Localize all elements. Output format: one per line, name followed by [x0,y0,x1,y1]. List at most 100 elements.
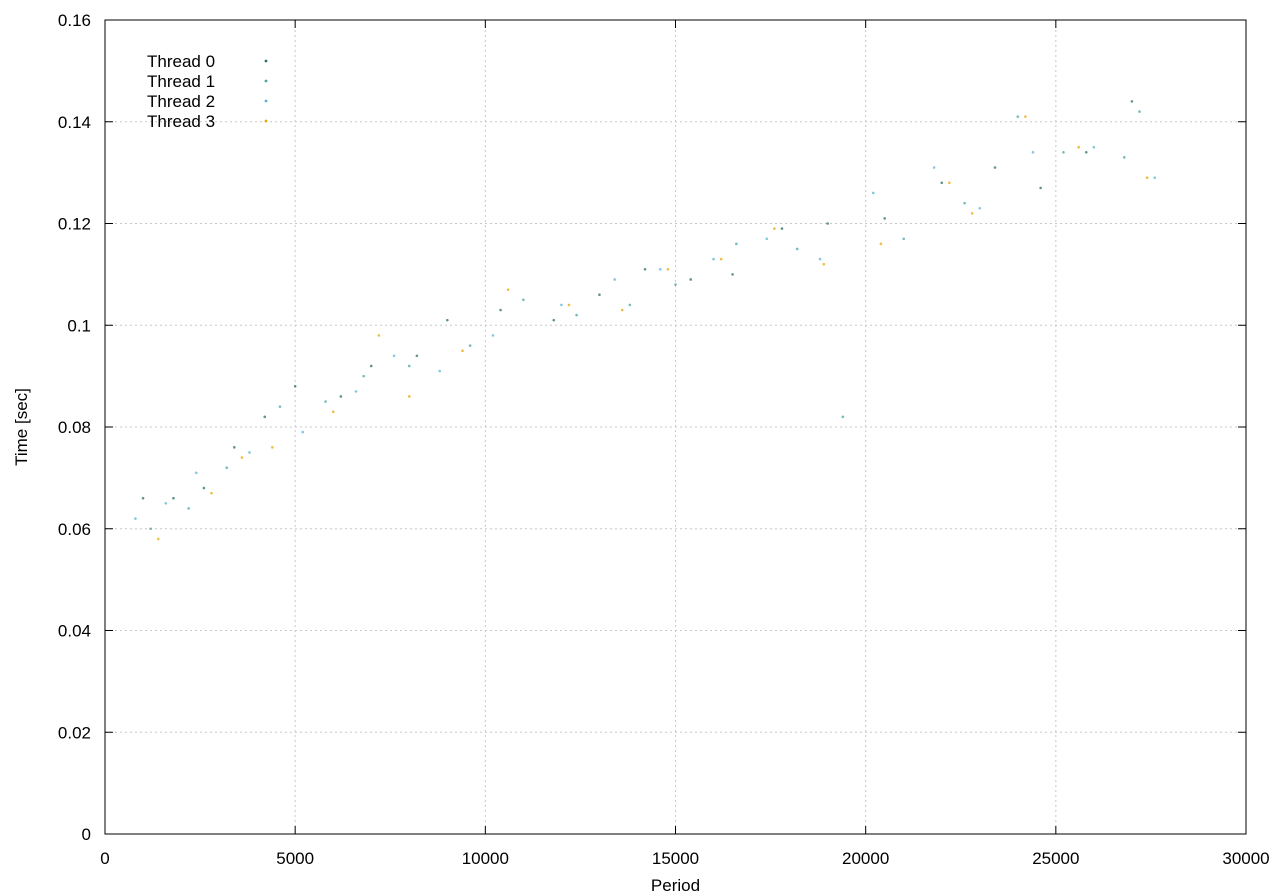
data-point-thread-3 [1077,145,1080,149]
data-point-thread-2 [438,369,441,373]
data-point-thread-1 [187,507,190,510]
data-point-thread-2 [613,278,616,281]
data-point-thread-1 [841,415,845,419]
y-tick-label: 0 [82,825,91,844]
data-point-thread-0 [993,166,997,169]
data-point-thread-0 [446,318,449,322]
legend-label: Thread 0 [147,52,215,71]
data-point-thread-2 [164,502,168,505]
data-point-thread-3 [271,446,274,449]
data-point-thread-3 [210,491,213,495]
data-point-thread-3 [506,288,510,291]
x-tick-label: 0 [100,849,109,868]
data-point-thread-0 [339,395,343,398]
data-point-thread-3 [567,303,571,307]
data-point-thread-0 [202,486,206,490]
data-point-thread-2 [978,206,982,210]
x-tick-label: 5000 [276,849,314,868]
data-point-thread-3 [407,395,411,398]
data-point-thread-0 [826,222,829,225]
data-point-thread-2 [1092,145,1096,149]
data-point-thread-1 [468,344,472,347]
data-point-thread-1 [963,201,966,205]
data-point-thread-2 [765,237,769,241]
data-point-thread-1 [795,247,799,251]
data-point-thread-2 [392,354,396,358]
legend-label: Thread 1 [147,72,215,91]
x-tick-label: 25000 [1032,849,1079,868]
legend-label: Thread 3 [147,112,215,131]
data-point-thread-3 [331,410,335,414]
data-point-thread-2 [248,451,251,454]
data-point-thread-3 [377,334,381,337]
data-point-thread-1 [407,364,411,368]
data-point-thread-0 [369,364,373,368]
data-point-thread-0 [689,278,693,281]
data-point-thread-0 [731,273,734,276]
y-tick-label: 0.16 [58,11,91,30]
data-point-thread-3 [719,257,723,261]
data-point-thread-0 [940,181,944,185]
legend-marker [264,99,268,103]
data-point-thread-1 [1122,156,1126,159]
data-point-thread-0 [1084,150,1088,154]
data-point-thread-0 [643,267,647,271]
data-point-thread-3 [948,181,951,185]
data-point-thread-0 [552,318,556,322]
data-point-thread-0 [883,217,886,220]
data-point-thread-3 [822,262,826,266]
data-point-thread-0 [172,496,175,500]
data-point-thread-2 [932,166,936,169]
x-tick-label: 20000 [842,849,889,868]
data-point-thread-0 [293,385,297,388]
data-point-thread-2 [818,257,822,261]
data-point-thread-2 [1031,150,1035,154]
legend-marker [264,79,268,83]
data-point-thread-3 [970,212,974,215]
data-point-thread-2 [491,334,495,337]
data-point-thread-1 [522,298,525,302]
legend-marker [264,59,268,63]
data-point-thread-0 [415,354,419,358]
y-tick-label: 0.12 [58,215,91,234]
data-point-thread-2 [658,267,662,271]
data-point-thread-1 [324,400,327,403]
data-point-thread-3 [156,537,160,541]
data-point-thread-0 [233,446,236,449]
data-point-thread-2 [194,471,198,475]
data-point-thread-3 [1024,115,1027,118]
data-point-thread-1 [362,374,365,378]
data-point-thread-2 [301,430,305,434]
data-point-thread-3 [461,349,464,352]
axis-ticks: 0 5000 10000 15000 20000 25000 30000 0 0.02 0.04 0… [58,11,1270,868]
x-tick-label: 30000 [1222,849,1269,868]
y-tick-label: 0.02 [58,723,91,742]
x-tick-label: 15000 [652,849,699,868]
grid-lines [105,20,1246,834]
data-point-thread-1 [575,313,578,317]
data-point-thread-3 [1145,176,1149,180]
data-point-thread-1 [278,405,282,408]
y-axis-title: Time [sec] [12,388,31,466]
data-point-thread-2 [712,257,715,261]
data-point-thread-1 [1016,115,1020,118]
data-point-thread-1 [674,283,677,286]
data-points [134,100,1157,541]
data-point-thread-2 [354,390,358,393]
data-point-thread-2 [871,191,875,195]
data-point-thread-1 [628,303,632,307]
y-tick-label: 0.04 [58,622,91,641]
data-point-thread-1 [1138,110,1141,113]
data-point-thread-0 [1039,186,1042,190]
data-point-thread-0 [598,293,601,297]
data-point-thread-0 [499,308,502,312]
data-point-thread-0 [780,227,784,230]
x-axis-title: Period [651,876,700,895]
legend-marker [264,119,268,123]
data-point-thread-2 [1153,176,1157,180]
data-point-thread-1 [735,242,738,246]
data-point-thread-3 [240,456,244,459]
data-point-thread-1 [149,527,152,531]
data-point-thread-1 [225,466,229,470]
